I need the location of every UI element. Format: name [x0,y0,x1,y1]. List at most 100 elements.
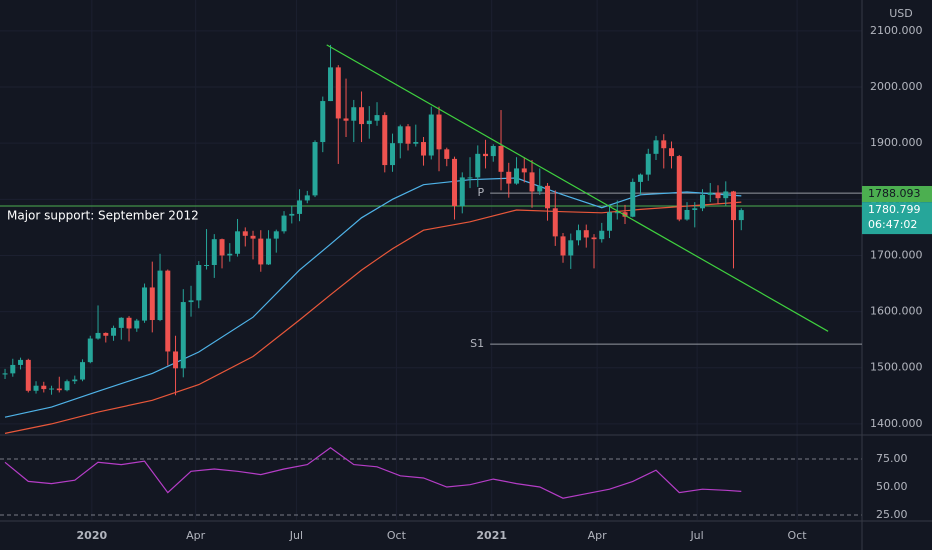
candle-body [41,385,47,390]
x-tick-label: Apr [588,529,608,542]
candle-body [250,235,256,239]
y-tick-label: 2000.000 [870,80,923,93]
candle-body [738,210,744,221]
candle-body [266,238,272,265]
candle-body [289,213,295,216]
candle-body [72,379,78,382]
candle-body [359,107,365,125]
candle-body [413,142,419,144]
rsi-tick-label: 50.00 [876,480,908,493]
candle-body [95,332,101,339]
y-tick-label: 1600.000 [870,305,923,318]
moving-average [4,201,742,434]
currency-label: USD [889,7,913,20]
candle-body [498,145,504,172]
candle-body [452,158,458,207]
candle-body [436,114,442,150]
trendline [326,44,829,332]
candle-body [273,231,279,239]
candle-body [607,212,613,231]
candle-body [514,168,520,184]
candle-body [684,209,690,220]
candle-body [103,332,109,336]
candle-body [622,212,628,217]
price-pane: P S1 Major support: September 2012 [0,44,862,434]
countdown-label: 06:47:02 [868,218,917,231]
support-note: Major support: September 2012 [7,208,199,222]
last-price-box [862,202,932,235]
x-tick-label: Jul [689,529,703,542]
candle-body [56,388,62,391]
candle-body [87,338,93,363]
y-tick-label: 1900.000 [870,136,923,149]
candle-body [165,270,171,352]
candle-body [537,185,543,192]
x-tick-label: Jul [289,529,303,542]
candle-body [707,192,713,195]
candle-body [638,174,644,182]
candle-body [545,185,551,209]
candle-body [242,231,248,236]
candle-body [591,237,597,240]
candle-body [483,153,489,157]
candle-body [304,195,310,201]
x-tick-label: Oct [788,529,808,542]
candle-body [397,126,403,144]
candle-body [630,181,636,217]
y-tick-label: 1400.000 [870,417,923,430]
x-tick-label: Oct [387,529,407,542]
candle-body [235,231,241,254]
x-tick-label: Apr [186,529,206,542]
pivot-label: P [478,186,485,199]
candle-body [560,236,566,256]
candle-body [219,239,225,256]
candle-body [661,140,667,149]
candle-body [64,381,70,391]
candle-body [258,238,264,265]
candle-body [428,114,434,156]
candle-body [343,118,349,121]
candle-body [80,362,86,380]
candle-body [211,239,217,266]
candle-body [676,156,682,220]
candle-body [552,208,558,237]
candle-body [568,240,574,256]
candle-body [576,230,582,241]
candle-body [149,287,155,321]
y-tick-label: 2100.000 [870,24,923,37]
candle-body [614,212,620,214]
candle-body [227,253,233,256]
candle-body [2,373,8,375]
last-price-label: 1780.799 [868,203,921,216]
candle-body [33,385,39,391]
x-tick-label: 2021 [476,529,507,542]
candle-body [382,115,388,166]
y-tick-label: 1500.000 [870,361,923,374]
candle-body [281,215,287,232]
candle-body [126,317,132,329]
rsi-tick-label: 75.00 [876,452,908,465]
candle-body [142,287,148,321]
rsi-line [4,447,742,499]
candle-body [405,126,411,144]
candle-body [297,200,303,214]
candle-body [444,149,450,159]
candle-body [335,67,341,119]
candle-body [692,208,698,210]
x-tick-label: 2020 [77,529,108,542]
candle-body [320,101,326,143]
candle-body [390,143,396,166]
candle-body [506,171,512,184]
candle-body [188,300,194,303]
candle-body [180,302,186,369]
candle-body [700,194,706,209]
candle-body [723,191,729,199]
candle-body [599,230,605,240]
candle-body [204,265,210,267]
candle-body [583,230,589,238]
candle-body [521,168,527,173]
rsi-pane [4,447,742,499]
candle-body [157,270,163,321]
support-price-box [862,185,932,202]
